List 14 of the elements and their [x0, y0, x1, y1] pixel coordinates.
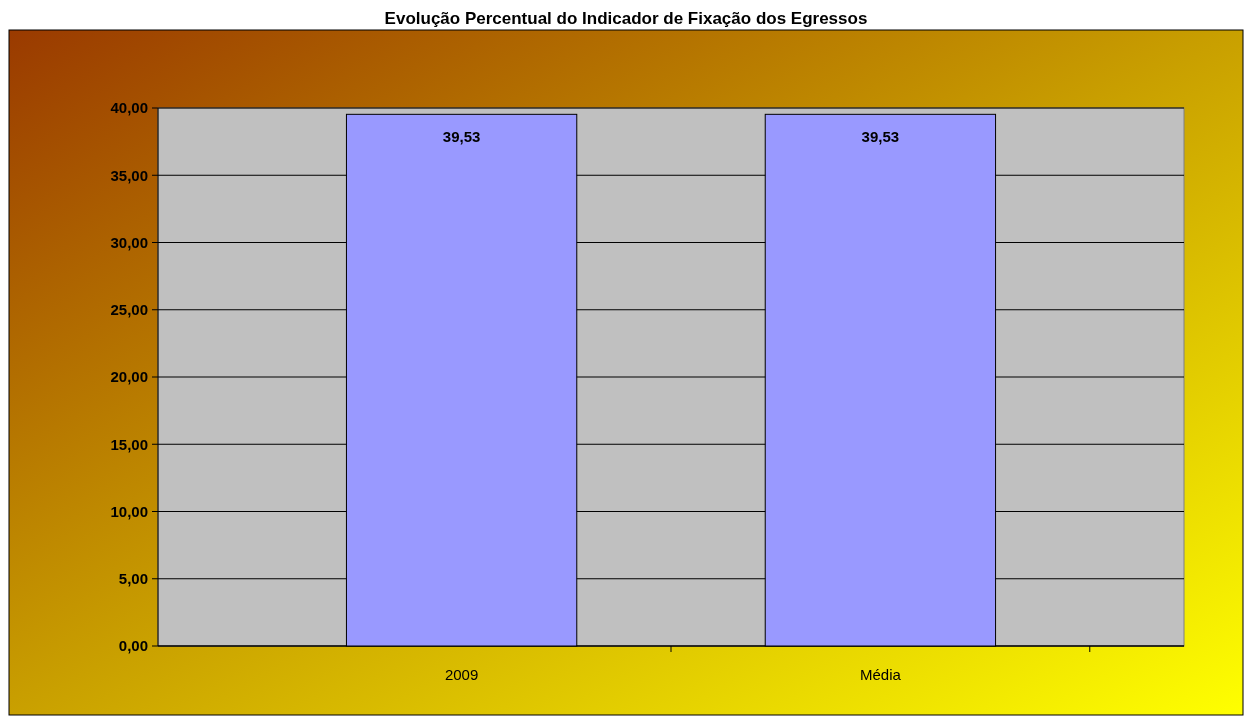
y-tick-label: 15,00 — [110, 435, 148, 453]
x-tick-label: Média — [859, 666, 902, 683]
y-tick-label: 20,00 — [110, 368, 148, 386]
data-label: 39,53 — [861, 128, 900, 146]
y-tick-label: 40,00 — [110, 99, 148, 117]
y-tick-label: 25,00 — [110, 301, 148, 318]
y-tick-label: 5,00 — [118, 570, 148, 587]
data-label: 39,53 — [442, 128, 481, 146]
y-tick-label: 0,00 — [118, 637, 148, 655]
y-tick-label: 30,00 — [110, 233, 148, 251]
y-tick-label: 10,00 — [110, 502, 148, 520]
chart-title: Evolução Percentual do Indicador de Fixação dos Egressos — [384, 9, 868, 28]
x-tick-label: 2009 — [444, 666, 479, 683]
y-tick-label: 35,00 — [110, 166, 148, 184]
